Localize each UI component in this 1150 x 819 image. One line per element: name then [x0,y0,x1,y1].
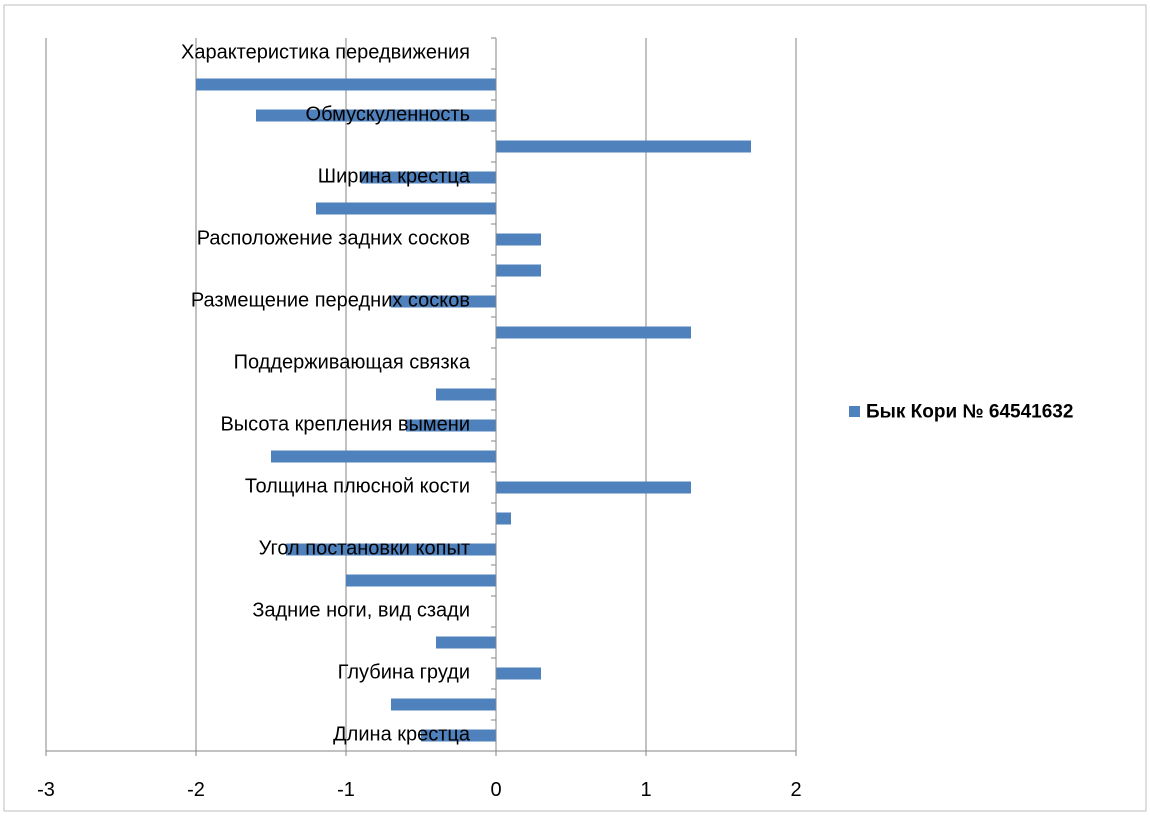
chart-border [3,4,1147,812]
bar-18 [361,171,496,184]
category-label-8: Толщина плюсной кости [245,476,470,498]
category-label-22: Характеристика передвижения [181,42,470,64]
bar-2 [496,667,541,680]
category-label-10: Высота крепления вымени [220,414,470,436]
bar-11 [436,388,496,401]
category-labels: Длина крестца Глубина груди Задние ноги, в… [181,42,471,746]
gridlines [45,38,797,751]
x-tick-label-0: -3 [37,779,55,801]
bar-5 [346,574,496,587]
bar-1 [391,698,496,711]
category-label-6: Угол постановки копыт [259,538,470,560]
bar-13 [496,326,691,339]
x-tick-labels: -3 -2 -1 0 1 2 [37,779,801,801]
x-tick-label-1: -2 [187,779,205,801]
bar-0 [421,729,496,742]
bar-9 [271,450,496,463]
bar-17 [316,202,496,215]
category-label-4: Задние ноги, вид сзади [252,600,470,622]
bar-15 [496,264,541,277]
category-label-20: Обмускуленность [306,104,470,126]
bar-10 [406,419,496,432]
legend-label: Бык Кори № 64541632 [866,402,1073,423]
axes [45,37,797,756]
bar-16 [496,233,541,246]
bar-21 [196,78,496,91]
category-label-14: Размещение передних сосков [191,290,470,312]
category-label-2: Глубина груди [338,662,470,684]
category-label-18: Ширина крестца [318,166,471,188]
bar-19 [496,140,751,153]
bars [196,78,751,742]
category-label-16: Расположение задних сосков [197,228,470,250]
bar-3 [436,636,496,649]
bar-14 [391,295,496,308]
category-label-0: Длина крестца [333,724,471,746]
x-tick-label-3: 0 [490,779,501,801]
x-tick-label-5: 2 [790,779,801,801]
x-tick-label-4: 1 [640,779,651,801]
legend: Бык Кори № 64541632 [849,402,1073,423]
bar-8 [496,481,691,494]
bar-7 [496,512,511,525]
bar-6 [286,543,496,556]
x-tick-label-2: -1 [337,779,355,801]
legend-swatch [849,406,860,417]
bar-20 [256,109,496,122]
category-label-12: Поддерживающая связка [234,352,471,374]
